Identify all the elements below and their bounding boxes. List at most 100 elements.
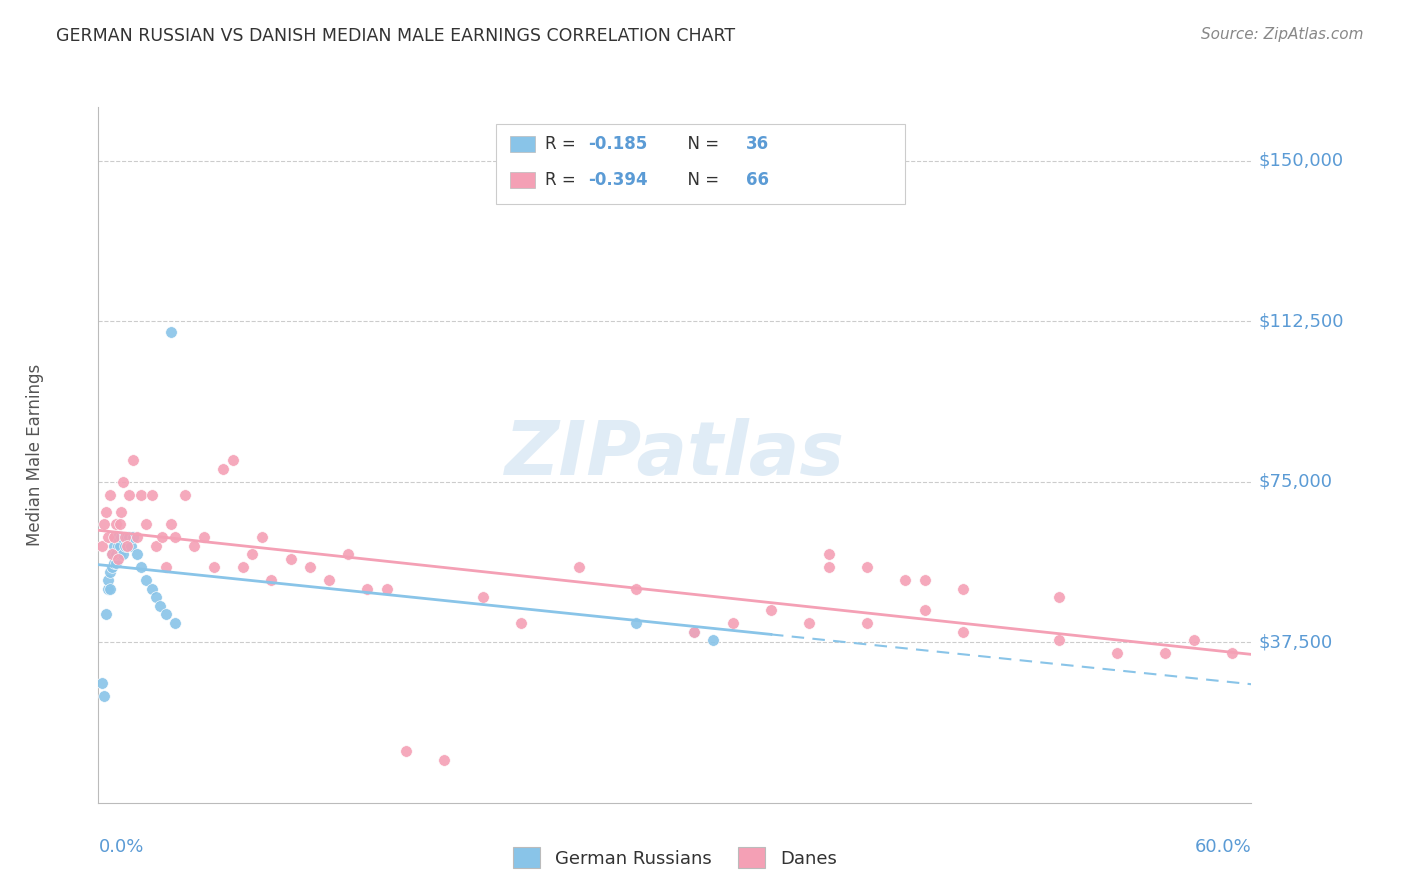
Point — [91, 676, 114, 690]
Point — [193, 530, 215, 544]
Point — [107, 530, 129, 544]
Point — [856, 560, 879, 574]
Point — [125, 548, 148, 562]
Point — [433, 753, 456, 767]
Point — [856, 615, 879, 630]
Point — [471, 591, 494, 605]
Point — [817, 548, 839, 562]
Text: $75,000: $75,000 — [1258, 473, 1333, 491]
Text: 0.0%: 0.0% — [98, 838, 143, 856]
Point — [129, 560, 152, 574]
Point — [174, 487, 197, 501]
Point — [107, 551, 129, 566]
Point — [702, 633, 724, 648]
Point — [103, 556, 125, 570]
Point — [212, 462, 235, 476]
Point — [183, 539, 205, 553]
Point — [894, 573, 917, 587]
Text: $112,500: $112,500 — [1258, 312, 1344, 330]
Point — [160, 517, 183, 532]
Point — [101, 548, 124, 562]
Point — [112, 548, 135, 562]
Text: $150,000: $150,000 — [1258, 152, 1344, 169]
Text: -0.185: -0.185 — [588, 135, 648, 153]
FancyBboxPatch shape — [510, 136, 536, 152]
Point — [337, 548, 360, 562]
Point — [165, 615, 187, 630]
Point — [759, 603, 782, 617]
Point — [112, 475, 135, 489]
Point — [231, 560, 254, 574]
Point — [165, 530, 187, 544]
FancyBboxPatch shape — [510, 172, 536, 187]
Text: N =: N = — [678, 135, 724, 153]
Text: 66: 66 — [747, 171, 769, 189]
Point — [952, 624, 974, 639]
Point — [98, 487, 121, 501]
Point — [1220, 646, 1243, 660]
FancyBboxPatch shape — [496, 124, 905, 204]
Point — [122, 453, 145, 467]
Point — [93, 517, 115, 532]
Point — [110, 505, 132, 519]
Point — [626, 615, 648, 630]
Point — [101, 548, 124, 562]
Legend: German Russians, Danes: German Russians, Danes — [503, 838, 846, 877]
Point — [683, 624, 706, 639]
Point — [799, 615, 821, 630]
Point — [103, 530, 125, 544]
Point — [117, 539, 138, 553]
Point — [114, 530, 136, 544]
Point — [318, 573, 340, 587]
Point — [117, 530, 138, 544]
Point — [93, 689, 115, 703]
Point — [104, 517, 127, 532]
Point — [103, 539, 125, 553]
Point — [298, 560, 321, 574]
Point — [108, 548, 131, 562]
Point — [135, 573, 157, 587]
Point — [721, 615, 744, 630]
Point — [510, 615, 533, 630]
Point — [104, 548, 127, 562]
Point — [108, 517, 131, 532]
Point — [122, 530, 145, 544]
Text: $37,500: $37,500 — [1258, 633, 1333, 651]
Point — [145, 539, 167, 553]
Point — [129, 487, 152, 501]
Point — [94, 505, 117, 519]
Point — [817, 560, 839, 574]
Point — [683, 624, 706, 639]
Text: 36: 36 — [747, 135, 769, 153]
Point — [914, 603, 936, 617]
Text: R =: R = — [544, 135, 581, 153]
Point — [104, 556, 127, 570]
Point — [155, 607, 177, 622]
Text: 60.0%: 60.0% — [1195, 838, 1251, 856]
Point — [145, 591, 167, 605]
Point — [101, 560, 124, 574]
Point — [108, 539, 131, 553]
Point — [626, 582, 648, 596]
Text: GERMAN RUSSIAN VS DANISH MEDIAN MALE EARNINGS CORRELATION CHART: GERMAN RUSSIAN VS DANISH MEDIAN MALE EAR… — [56, 27, 735, 45]
Point — [120, 539, 142, 553]
Point — [97, 573, 120, 587]
Point — [568, 560, 591, 574]
Point — [160, 325, 183, 339]
Point — [222, 453, 245, 467]
Point — [97, 530, 120, 544]
Point — [118, 530, 141, 544]
Text: ZIPatlas: ZIPatlas — [505, 418, 845, 491]
Point — [141, 487, 163, 501]
Point — [1182, 633, 1205, 648]
Point — [91, 539, 114, 553]
Point — [150, 530, 173, 544]
Point — [125, 530, 148, 544]
Point — [395, 744, 418, 758]
Text: -0.394: -0.394 — [588, 171, 648, 189]
Point — [375, 582, 398, 596]
Point — [118, 487, 141, 501]
Point — [202, 560, 225, 574]
Point — [260, 573, 283, 587]
Text: N =: N = — [678, 171, 724, 189]
